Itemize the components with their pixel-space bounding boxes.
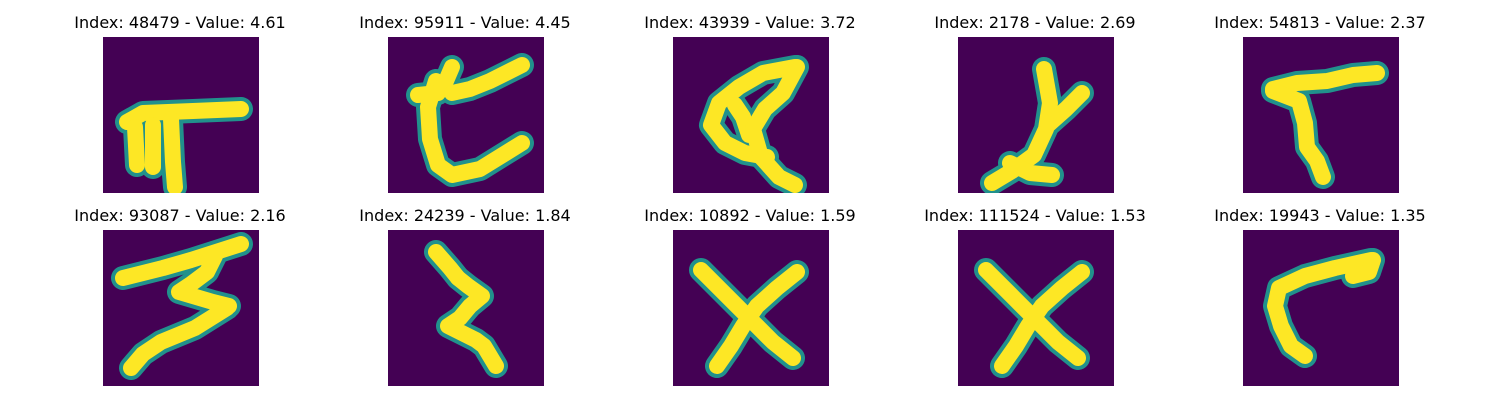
handwritten-glyph-image [388,230,544,386]
stroke-core [123,300,235,376]
image-panel: Index: 111524 - Value: 1.53 [885,203,1185,393]
handwritten-glyph-image [1243,37,1399,193]
handwritten-glyph-image [673,230,829,386]
stroke-core [440,270,504,374]
image-panel: Index: 24239 - Value: 1.84 [315,203,615,393]
panel-title: Index: 2178 - Value: 2.69 [934,13,1136,32]
stroke-core [1002,155,1060,183]
stroke-core [444,57,530,101]
three-like-glyph [103,230,259,386]
stroke-core [420,73,530,183]
panel-title: Index: 54813 - Value: 2.37 [1214,13,1426,32]
pi-like-glyph [103,37,259,193]
handwritten-glyph-image [1243,230,1399,386]
stroke-core [745,59,805,193]
zigzag-glyph [388,230,544,386]
stroke-core [171,248,237,314]
handwritten-glyph-image [103,37,259,193]
handwritten-glyph-image [103,230,259,386]
panel-title: Index: 24239 - Value: 1.84 [359,206,571,225]
t-like-glyph [1243,37,1399,193]
image-panel: Index: 54813 - Value: 2.37 [1170,10,1470,200]
stroke-core [1040,85,1090,133]
image-panel: Index: 2178 - Value: 2.69 [885,10,1185,200]
panel-title: Index: 93087 - Value: 2.16 [74,206,286,225]
curly-c-glyph [388,37,544,193]
stroke-core [703,59,803,165]
panel-title: Index: 111524 - Value: 1.53 [924,206,1146,225]
stroke-core [709,264,805,374]
stroke-core [410,59,460,103]
panel-title: Index: 95911 - Value: 4.45 [359,13,571,32]
image-panel: Index: 93087 - Value: 2.16 [30,203,330,393]
stroke-core [1265,65,1385,97]
panel-title: Index: 10892 - Value: 1.59 [644,206,856,225]
y-like-glyph [958,37,1114,193]
stroke-core [1265,83,1331,185]
stroke-core [127,119,145,173]
panel-title: Index: 43939 - Value: 3.72 [644,13,856,32]
panel-title: Index: 48479 - Value: 4.61 [74,13,286,32]
image-panel: Index: 43939 - Value: 3.72 [600,10,900,200]
image-panel: Index: 19943 - Value: 1.35 [1170,203,1470,393]
l-like-glyph [1243,230,1399,386]
handwritten-glyph-image [673,37,829,193]
stroke-core [163,111,183,193]
x-glyph [673,230,829,386]
stroke-core [984,61,1058,191]
handwritten-glyph-image [958,230,1114,386]
handwritten-glyph-image [388,37,544,193]
panel-title: Index: 19943 - Value: 1.35 [1214,206,1426,225]
x-glyph [958,230,1114,386]
stroke-core [1267,252,1379,364]
handwritten-glyph-image [958,37,1114,193]
image-panel: Index: 48479 - Value: 4.61 [30,10,330,200]
stroke-core [994,264,1090,374]
image-panel: Index: 10892 - Value: 1.59 [600,203,900,393]
stroke-core [1345,252,1381,284]
image-panel: Index: 95911 - Value: 4.45 [315,10,615,200]
a-like-glyph [673,37,829,193]
